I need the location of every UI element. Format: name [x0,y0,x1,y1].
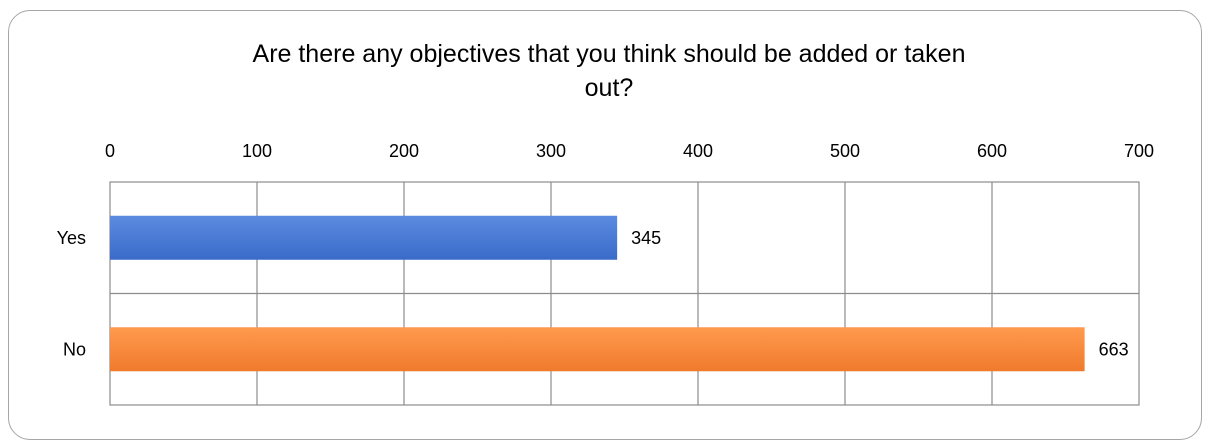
x-tick-label-500: 500 [830,141,860,161]
chart-title-line-2: out? [585,74,634,102]
x-tick-label-600: 600 [977,141,1007,161]
bar-no [110,327,1085,372]
x-axis-ticks: 0 100 200 300 400 500 600 700 [105,141,1154,161]
bar-yes [110,215,618,260]
category-label-no: No [63,339,86,359]
x-tick-label-0: 0 [105,141,115,161]
x-tick-label-300: 300 [536,141,566,161]
data-label-no: 663 [1099,339,1129,359]
chart-title-line-1: Are there any objectives that you think … [253,40,966,68]
bar-chart: Are there any objectives that you think … [57,40,1154,406]
data-label-yes: 345 [631,228,661,248]
category-labels: Yes No [57,228,86,360]
data-labels: 345 663 [631,228,1129,360]
x-tick-label-700: 700 [1124,141,1154,161]
x-tick-label-100: 100 [242,141,272,161]
x-tick-label-200: 200 [389,141,419,161]
bars [110,215,1085,372]
gridlines [109,181,1140,406]
x-tick-label-400: 400 [683,141,713,161]
category-label-yes: Yes [57,228,86,248]
